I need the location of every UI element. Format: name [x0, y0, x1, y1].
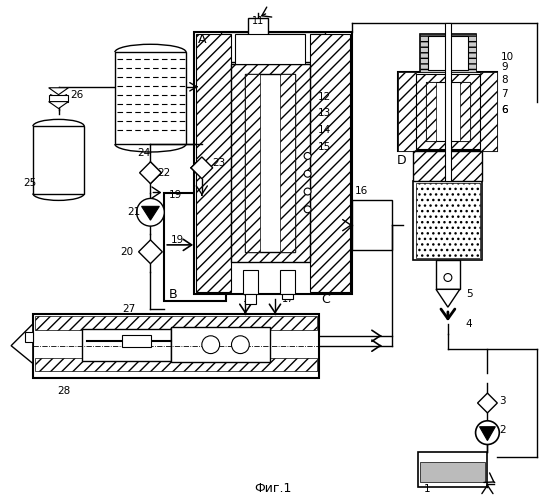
Text: 4: 4 — [465, 319, 473, 329]
Text: 26: 26 — [70, 90, 84, 100]
Bar — [416, 182, 480, 258]
Circle shape — [232, 336, 249, 353]
Bar — [445, 22, 451, 180]
Polygon shape — [49, 94, 69, 102]
Bar — [413, 151, 482, 180]
Text: 9: 9 — [501, 62, 508, 72]
Text: C: C — [322, 292, 330, 306]
Bar — [352, 200, 391, 250]
Bar — [171, 327, 270, 362]
Bar — [33, 314, 319, 378]
Text: Фиг.1: Фиг.1 — [255, 482, 292, 496]
Text: 10: 10 — [501, 52, 514, 62]
Text: D: D — [397, 154, 406, 168]
Bar — [194, 32, 352, 294]
Polygon shape — [49, 102, 69, 108]
Bar — [164, 192, 226, 301]
Bar — [310, 34, 350, 292]
Bar — [480, 72, 498, 151]
Text: 8: 8 — [501, 75, 508, 85]
Bar — [426, 82, 470, 141]
Text: 19: 19 — [171, 235, 184, 245]
Bar — [418, 452, 487, 487]
Circle shape — [137, 198, 164, 226]
Polygon shape — [25, 332, 33, 342]
Text: 25: 25 — [23, 178, 36, 188]
Text: 14: 14 — [318, 126, 331, 136]
Text: B: B — [169, 288, 178, 301]
Text: 24: 24 — [137, 148, 151, 158]
Bar — [35, 316, 318, 330]
Bar — [436, 260, 460, 290]
Text: 28: 28 — [58, 386, 71, 396]
Bar — [282, 294, 293, 299]
Polygon shape — [477, 393, 498, 413]
Bar — [420, 462, 486, 482]
Text: 3: 3 — [499, 396, 506, 406]
Bar — [398, 72, 416, 151]
Bar — [420, 34, 476, 72]
Text: 27: 27 — [122, 304, 135, 314]
Bar — [280, 74, 295, 252]
Polygon shape — [191, 157, 213, 178]
Text: 19: 19 — [169, 190, 183, 200]
Text: 16: 16 — [355, 186, 368, 196]
Bar — [235, 34, 305, 64]
Bar — [428, 36, 468, 70]
Circle shape — [304, 152, 311, 160]
Bar — [245, 294, 256, 304]
Circle shape — [202, 336, 220, 353]
Bar — [196, 34, 231, 292]
Polygon shape — [142, 206, 159, 220]
Bar — [416, 74, 480, 149]
Text: 18: 18 — [244, 294, 256, 304]
Bar — [115, 52, 186, 144]
Text: A: A — [198, 33, 207, 46]
Text: 17: 17 — [282, 294, 294, 304]
Text: 2: 2 — [499, 424, 506, 434]
Text: 6: 6 — [501, 104, 508, 115]
Bar — [33, 126, 84, 194]
Polygon shape — [480, 426, 495, 440]
Text: 20: 20 — [120, 247, 133, 257]
Text: 23: 23 — [213, 158, 226, 168]
Text: 7: 7 — [501, 88, 508, 99]
Bar — [245, 74, 295, 252]
Bar — [35, 358, 318, 372]
Bar — [280, 270, 295, 294]
Bar — [221, 32, 325, 62]
Text: 1: 1 — [424, 484, 431, 494]
Bar — [426, 82, 436, 141]
Text: 6: 6 — [501, 104, 508, 115]
Bar — [249, 18, 268, 38]
Circle shape — [304, 188, 311, 195]
Text: 21: 21 — [128, 208, 141, 218]
Circle shape — [476, 421, 499, 444]
Polygon shape — [138, 240, 162, 264]
Polygon shape — [49, 88, 69, 94]
Polygon shape — [436, 290, 460, 307]
Text: 12: 12 — [318, 92, 331, 102]
Text: 13: 13 — [318, 108, 331, 118]
Bar — [413, 180, 482, 260]
Polygon shape — [11, 324, 33, 364]
Bar — [420, 34, 476, 72]
Circle shape — [304, 206, 311, 213]
Polygon shape — [140, 162, 161, 184]
Bar — [122, 335, 152, 346]
Text: 15: 15 — [318, 142, 331, 152]
Bar — [398, 72, 498, 151]
Bar — [245, 74, 260, 252]
Bar — [460, 82, 470, 141]
Circle shape — [304, 170, 311, 177]
Text: 5: 5 — [465, 290, 473, 300]
Bar — [244, 270, 258, 294]
Bar — [82, 329, 171, 360]
Circle shape — [444, 274, 452, 281]
Text: 22: 22 — [158, 168, 171, 177]
Bar — [231, 64, 310, 262]
Text: 11: 11 — [252, 16, 264, 26]
